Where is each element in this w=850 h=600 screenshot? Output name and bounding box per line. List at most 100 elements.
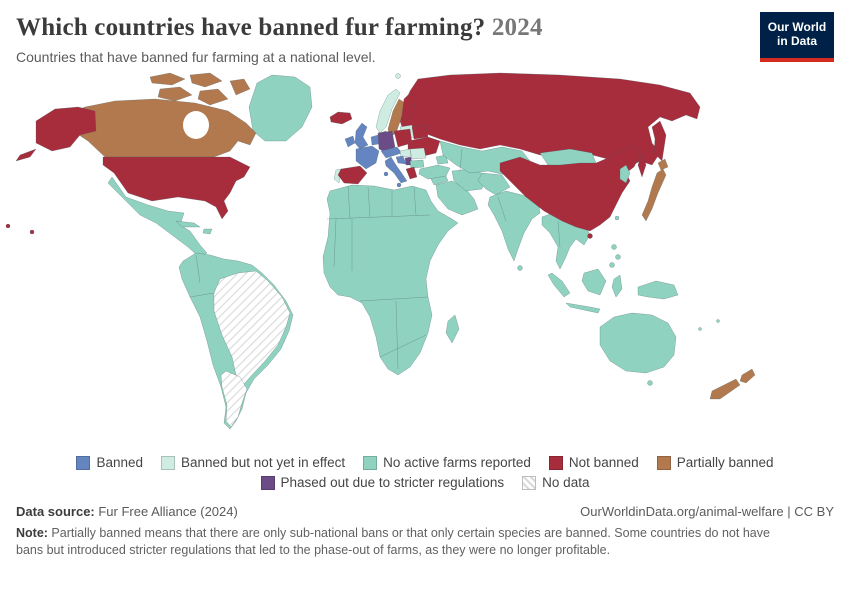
- region-romania[interactable]: [409, 147, 427, 160]
- legend-label-not-banned: Not banned: [568, 455, 639, 470]
- data-source-label: Data source:: [16, 504, 95, 519]
- region-alaska[interactable]: [15, 106, 97, 162]
- region-hokkaido[interactable]: [657, 158, 669, 171]
- region-hungary[interactable]: [399, 148, 412, 158]
- region-arctic-islands[interactable]: [149, 72, 251, 106]
- region-pacific-island-2[interactable]: [716, 319, 720, 323]
- region-spain[interactable]: [337, 165, 368, 185]
- region-belarus[interactable]: [411, 124, 429, 140]
- region-croatia[interactable]: [395, 155, 407, 165]
- region-australia[interactable]: [599, 312, 677, 374]
- map-legend: Banned Banned but not yet in effect No a…: [0, 455, 850, 490]
- legend-swatch-no-active-farms: [363, 455, 378, 470]
- region-sicily[interactable]: [396, 182, 402, 188]
- region-china[interactable]: [499, 144, 641, 232]
- region-taiwan[interactable]: [614, 215, 620, 221]
- region-hawaii[interactable]: [29, 229, 35, 235]
- chart-note: Note: Partially banned means that there …: [16, 525, 788, 560]
- legend-item-no-active-farms[interactable]: No active farms reported: [363, 455, 531, 470]
- region-new-zealand-south[interactable]: [709, 378, 741, 400]
- region-pacific-island-1[interactable]: [698, 327, 702, 331]
- legend-swatch-phased-out: [260, 475, 275, 490]
- region-argentina[interactable]: [220, 370, 248, 428]
- region-tasmania[interactable]: [647, 380, 653, 386]
- legend-label-phased-out: Phased out due to stricter regulations: [280, 475, 505, 490]
- legend-label-banned-not-in-effect: Banned but not yet in effect: [180, 455, 346, 470]
- region-italy[interactable]: [384, 156, 408, 184]
- chart-note-label: Note:: [16, 526, 48, 540]
- region-arabia[interactable]: [435, 180, 479, 216]
- chart-title-text: Which countries have banned fur farming?: [16, 14, 486, 41]
- data-source: Data source: Fur Free Alliance (2024): [16, 504, 238, 519]
- region-greece[interactable]: [405, 166, 418, 180]
- region-chukotka-sliver[interactable]: [5, 223, 11, 229]
- chart-note-value: Partially banned means that there are on…: [16, 526, 770, 558]
- owid-logo-line2: in Data: [776, 34, 817, 48]
- region-borneo[interactable]: [581, 268, 607, 296]
- region-mexico-central-america[interactable]: [107, 176, 208, 258]
- region-philippines-1[interactable]: [611, 244, 617, 250]
- legend-label-no-data: No data: [542, 475, 590, 490]
- region-africa[interactable]: [322, 184, 459, 376]
- region-ireland[interactable]: [344, 135, 356, 148]
- region-sri-lanka[interactable]: [517, 265, 523, 271]
- owid-cc-link[interactable]: OurWorldinData.org/animal-welfare | CC B…: [580, 504, 834, 519]
- region-bulgaria[interactable]: [409, 159, 425, 169]
- region-new-zealand-north[interactable]: [739, 368, 756, 384]
- owid-logo-line1: Our World: [767, 20, 827, 35]
- region-sumatra[interactable]: [547, 272, 571, 298]
- region-greenland[interactable]: [248, 74, 313, 142]
- world-map: [0, 69, 850, 449]
- legend-swatch-no-data: [522, 475, 537, 490]
- legend-swatch-banned-not-in-effect: [160, 455, 175, 470]
- legend-item-no-data[interactable]: No data: [522, 475, 589, 490]
- legend-item-partially-banned[interactable]: Partially banned: [656, 455, 774, 470]
- chart-header: Which countries have banned fur farming?…: [0, 0, 850, 65]
- region-madagascar[interactable]: [445, 314, 460, 344]
- legend-item-banned-not-in-effect[interactable]: Banned but not yet in effect: [160, 455, 346, 470]
- region-sulawesi[interactable]: [611, 274, 623, 298]
- region-turkey[interactable]: [418, 164, 451, 180]
- legend-swatch-banned: [76, 455, 91, 470]
- region-iceland[interactable]: [329, 111, 353, 125]
- legend-label-banned: Banned: [96, 455, 143, 470]
- region-new-guinea[interactable]: [637, 280, 679, 300]
- region-brazil[interactable]: [213, 270, 291, 386]
- region-norway[interactable]: [375, 88, 401, 134]
- owid-logo[interactable]: Our World in Data: [760, 12, 834, 62]
- region-caucasus[interactable]: [435, 154, 449, 165]
- region-philippines-2[interactable]: [615, 254, 621, 260]
- region-hainan[interactable]: [587, 233, 593, 239]
- legend-row-1: Banned Banned but not yet in effect No a…: [76, 455, 774, 470]
- data-source-value: Fur Free Alliance (2024): [94, 504, 238, 519]
- region-benelux[interactable]: [370, 134, 380, 146]
- country-borders: [189, 148, 561, 370]
- region-france[interactable]: [355, 145, 380, 170]
- region-sardinia[interactable]: [383, 171, 389, 177]
- region-finland[interactable]: [401, 92, 417, 122]
- region-korea[interactable]: [619, 164, 631, 184]
- legend-label-partially-banned: Partially banned: [676, 455, 774, 470]
- region-hispaniola[interactable]: [202, 228, 213, 235]
- legend-swatch-not-banned: [548, 455, 563, 470]
- chart-title: Which countries have banned fur farming?…: [16, 14, 834, 42]
- chart-title-year: 2024: [491, 14, 543, 41]
- legend-label-no-active-farms: No active farms reported: [383, 455, 531, 470]
- chart-footer: Data source: Fur Free Alliance (2024) Ou…: [0, 504, 850, 560]
- hudson-bay: [183, 111, 209, 139]
- region-uk[interactable]: [354, 122, 369, 150]
- region-usa[interactable]: [102, 156, 251, 220]
- legend-item-banned[interactable]: Banned: [76, 455, 143, 470]
- region-sakhalin[interactable]: [637, 152, 647, 178]
- region-japan[interactable]: [641, 168, 667, 222]
- region-canada[interactable]: [61, 98, 257, 158]
- legend-row-2: Phased out due to stricter regulations N…: [260, 475, 589, 490]
- region-svalbard[interactable]: [395, 73, 401, 79]
- legend-item-not-banned[interactable]: Not banned: [548, 455, 639, 470]
- legend-item-phased-out[interactable]: Phased out due to stricter regulations: [260, 475, 505, 490]
- legend-swatch-partially-banned: [656, 455, 671, 470]
- region-java[interactable]: [565, 302, 601, 314]
- region-cuba[interactable]: [175, 220, 201, 228]
- region-philippines-3[interactable]: [609, 262, 615, 268]
